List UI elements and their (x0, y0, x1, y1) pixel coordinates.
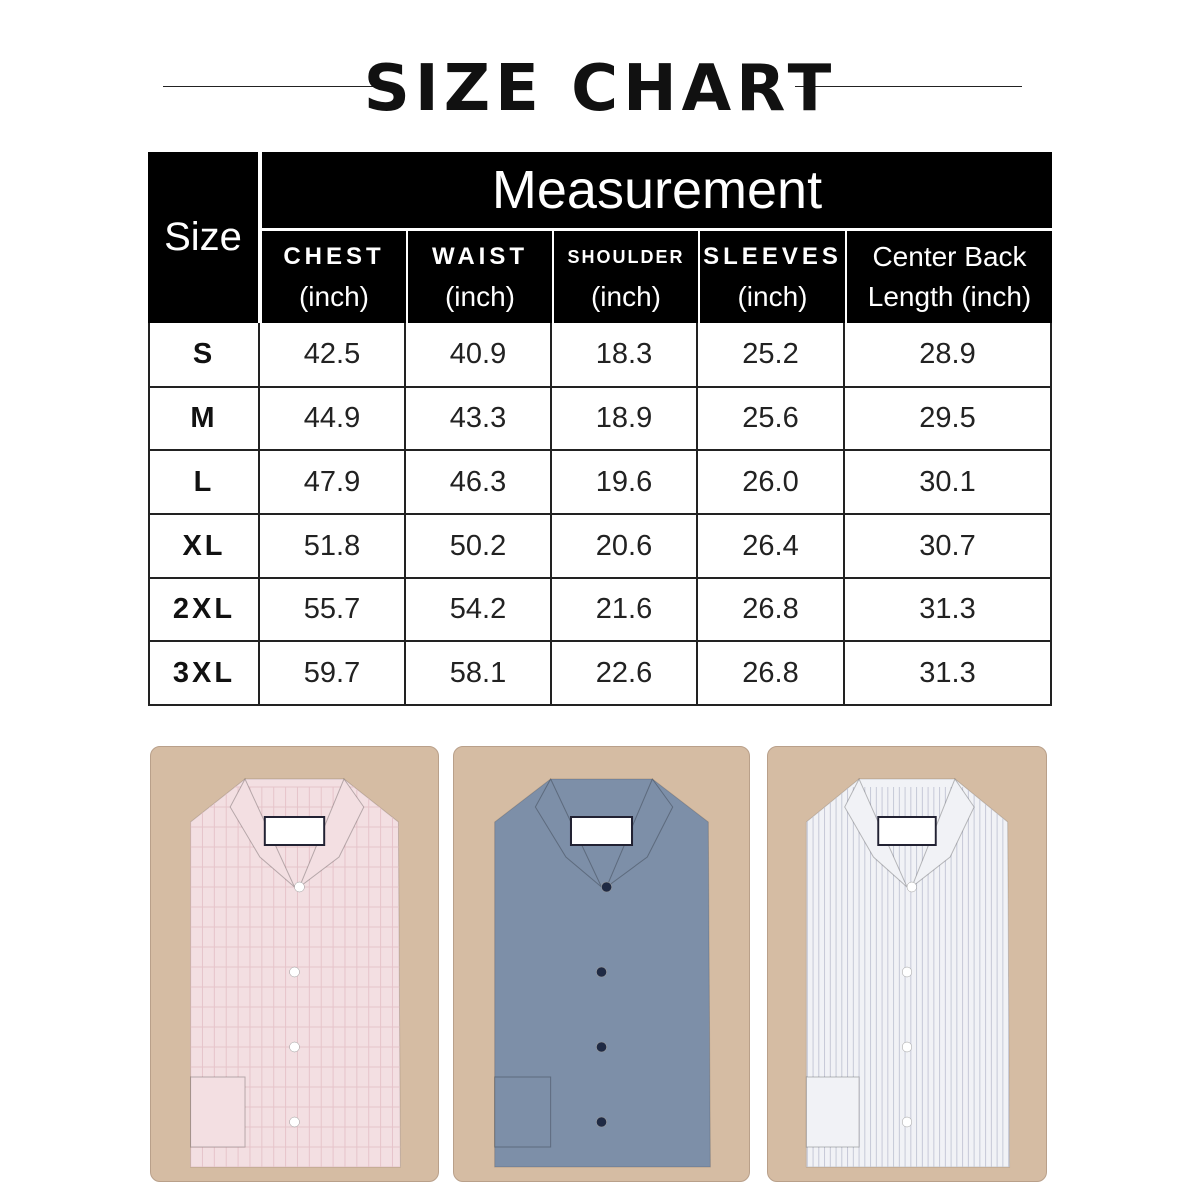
shirt-button-icon (294, 881, 305, 893)
column-name: WAIST (432, 243, 528, 270)
value-cell: 19.6 (552, 451, 698, 515)
shirt-icon (494, 777, 711, 1168)
page-title: SIZE CHART (363, 52, 837, 126)
shirt-button-icon (901, 966, 913, 978)
size-cell: 3XL (148, 642, 260, 706)
column-header-chest: CHEST (inch) (262, 231, 406, 323)
column-name: SLEEVES (703, 243, 842, 270)
shirt-button-icon (601, 881, 612, 893)
shirt-button-icon (901, 1116, 913, 1128)
value-cell: 58.1 (406, 642, 552, 706)
value-cell: 30.1 (845, 451, 1052, 515)
size-cell: M (148, 388, 260, 451)
pink-check-shirt-image (150, 746, 439, 1182)
column-name: Center Back (872, 241, 1027, 272)
shirt-icon (805, 777, 1011, 1168)
value-cell: 25.2 (698, 323, 845, 388)
column-header-center-back: Center Back Length (inch) (847, 231, 1052, 323)
value-cell: 26.8 (698, 579, 845, 642)
value-cell: 54.2 (406, 579, 552, 642)
value-cell: 25.6 (698, 388, 845, 451)
shirt-button-icon (906, 881, 917, 893)
value-cell: 20.6 (552, 515, 698, 579)
column-header-waist: WAIST (inch) (408, 231, 552, 323)
value-cell: 51.8 (260, 515, 406, 579)
value-cell: 22.6 (552, 642, 698, 706)
shirt-button-icon (901, 1041, 913, 1053)
shirt-button-icon (289, 1041, 300, 1053)
value-cell: 44.9 (260, 388, 406, 451)
shirt-button-icon (289, 1116, 300, 1128)
value-cell: 18.3 (552, 323, 698, 388)
value-cell: 40.9 (406, 323, 552, 388)
value-cell: 29.5 (845, 388, 1052, 451)
column-name: CHEST (283, 243, 385, 270)
shirt-button-icon (289, 966, 300, 978)
column-unit: (inch) (590, 281, 661, 312)
size-cell: 2XL (148, 579, 260, 642)
column-unit: (inch) (444, 281, 515, 312)
shirt-button-icon (596, 966, 607, 978)
value-cell: 46.3 (406, 451, 552, 515)
shirt-button-icon (596, 1116, 607, 1128)
value-cell: 21.6 (552, 579, 698, 642)
value-cell: 28.9 (845, 323, 1052, 388)
column-name: SHOULDER (567, 247, 685, 267)
size-cell: S (148, 323, 260, 388)
column-header-shoulder: SHOULDER (inch) (554, 231, 698, 323)
value-cell: 26.0 (698, 451, 845, 515)
value-cell: 59.7 (260, 642, 406, 706)
measurement-header: Measurement (262, 152, 1052, 228)
value-cell: 26.8 (698, 642, 845, 706)
column-unit: Length (inch) (867, 281, 1032, 312)
blue-shirt-image (453, 746, 750, 1182)
size-cell: L (148, 451, 260, 515)
value-cell: 31.3 (845, 579, 1052, 642)
value-cell: 26.4 (698, 515, 845, 579)
size-header: Size (148, 152, 258, 323)
column-header-sleeves: SLEEVES (inch) (700, 231, 845, 323)
value-cell: 18.9 (552, 388, 698, 451)
white-stripe-shirt-image (767, 746, 1047, 1182)
title-rule-right (795, 86, 1022, 87)
value-cell: 30.7 (845, 515, 1052, 579)
title-rule-left (163, 86, 400, 87)
value-cell: 47.9 (260, 451, 406, 515)
column-unit: (inch) (737, 281, 808, 312)
value-cell: 50.2 (406, 515, 552, 579)
value-cell: 55.7 (260, 579, 406, 642)
value-cell: 43.3 (406, 388, 552, 451)
value-cell: 42.5 (260, 323, 406, 388)
shirt-icon (190, 777, 401, 1168)
column-unit: (inch) (298, 281, 369, 312)
size-cell: XL (148, 515, 260, 579)
value-cell: 31.3 (845, 642, 1052, 706)
shirt-button-icon (596, 1041, 607, 1053)
